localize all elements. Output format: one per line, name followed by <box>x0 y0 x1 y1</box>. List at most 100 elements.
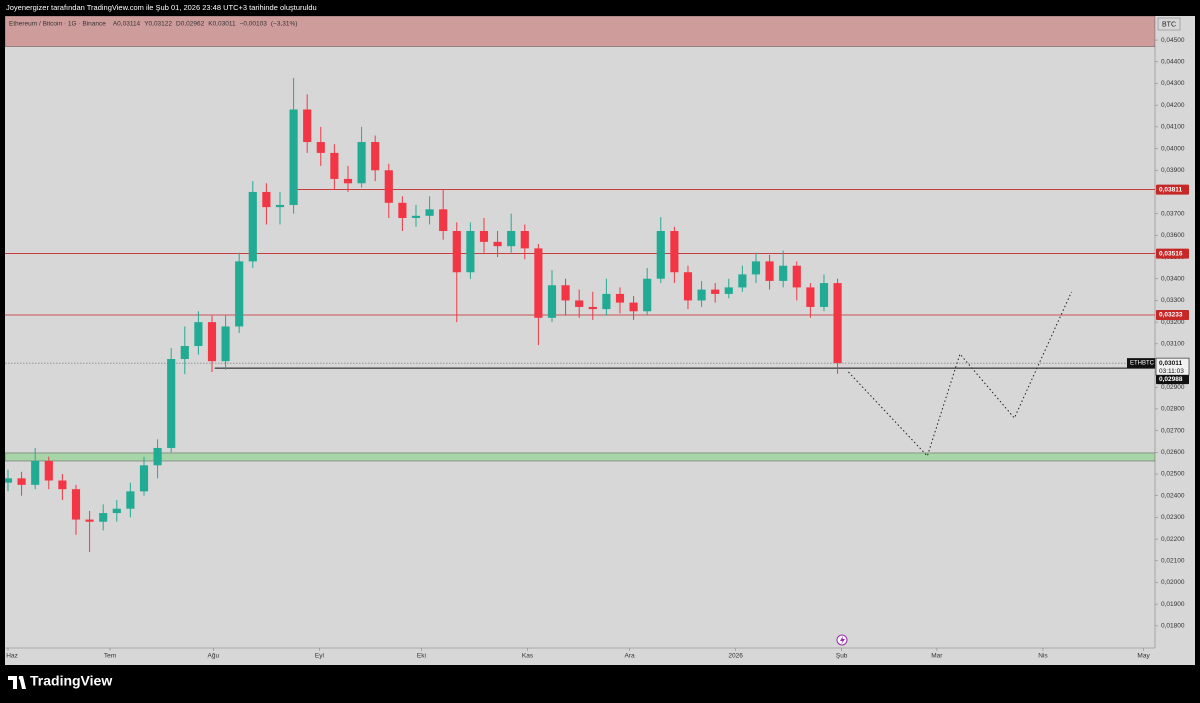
candle-body <box>5 478 13 483</box>
candle-body <box>819 283 829 307</box>
candle-body <box>547 285 557 318</box>
candle-body <box>194 322 203 346</box>
candle-body <box>452 231 461 273</box>
candle-body <box>479 231 489 242</box>
candle-body <box>792 265 801 288</box>
last-price-label: 0,03011 <box>1159 360 1183 367</box>
x-tick-label: Eki <box>417 653 426 660</box>
candle-body <box>507 231 516 247</box>
event-bolt <box>840 636 845 645</box>
legend-value: (−3,31%) <box>271 21 298 28</box>
candle-body <box>643 278 652 312</box>
x-tick-label: Eyl <box>315 653 325 660</box>
candle-body <box>207 322 217 362</box>
candle-body <box>398 202 407 218</box>
x-tick-label: Ağu <box>208 653 220 660</box>
candle-body <box>248 191 257 262</box>
y-tick-label: 0,01900 <box>1161 601 1185 608</box>
y-tick-label: 0,03700 <box>1161 210 1185 217</box>
plot-area <box>5 16 1155 553</box>
x-tick-label: May <box>1137 653 1150 660</box>
candle-body <box>724 287 733 294</box>
candle-body <box>167 359 176 448</box>
logo <box>8 676 26 689</box>
legend-value: A0,03114 <box>113 21 141 28</box>
legend-value: Y0,03122 <box>144 21 172 28</box>
x-tick-label: Haz <box>6 653 18 660</box>
zone <box>5 16 1155 47</box>
caption: Joyenergizer tarafından TradingView.com … <box>6 3 317 12</box>
brand: TradingView <box>30 673 112 689</box>
y-tick-label: 0,04200 <box>1161 102 1185 109</box>
candle-body <box>602 293 611 310</box>
legend-value: D0,02962 <box>176 21 205 28</box>
candle-body <box>806 287 815 307</box>
y-tick-label: 0,02000 <box>1161 579 1185 586</box>
candle-body <box>520 231 529 249</box>
candle-body <box>411 215 421 218</box>
symbol-title: Ethereum / Bitcoin · 1G · Binance <box>9 21 106 28</box>
symbol-label: ETHBTC <box>1130 361 1155 367</box>
y-tick-label: 0,02500 <box>1161 471 1185 478</box>
y-tick-label: 0,04500 <box>1161 37 1185 44</box>
candle-body <box>316 142 325 153</box>
candle-body <box>275 204 285 208</box>
candle-body <box>112 508 121 514</box>
candle-body <box>31 460 40 485</box>
x-tick-label: 2026 <box>728 653 743 660</box>
candle-body <box>139 465 149 492</box>
price-label: 0,03811 <box>1159 186 1183 193</box>
legend-value: K0,03011 <box>208 21 236 28</box>
x-tick-label: Ara <box>624 653 635 660</box>
candle-body <box>44 460 53 481</box>
y-tick-label: 0,03400 <box>1161 275 1185 282</box>
candle-body <box>765 261 774 281</box>
x-tick-label: Tem <box>104 653 116 660</box>
legend: Ethereum / Bitcoin · 1G · Binance <box>9 21 106 28</box>
zone <box>5 452 1155 462</box>
candle-body <box>425 209 434 216</box>
y-tick-label: 0,02100 <box>1161 558 1185 565</box>
y-tick-label: 0,04400 <box>1161 58 1185 65</box>
symbol-box <box>1127 358 1155 369</box>
candle-body <box>330 152 339 179</box>
candle-body <box>738 274 747 288</box>
logo-dot <box>18 676 23 680</box>
candle-body <box>588 306 597 310</box>
currency-box <box>1157 17 1181 31</box>
candle-body <box>235 261 244 327</box>
y-tick-label: 0,02900 <box>1161 384 1185 391</box>
y-tick-label: 0,04300 <box>1161 80 1185 87</box>
candle-body <box>71 489 81 520</box>
y-tick-label: 0,02700 <box>1161 427 1185 434</box>
y-tick-label: 0,03300 <box>1161 297 1185 304</box>
candle-body <box>99 513 108 522</box>
price-label-box <box>1156 184 1189 195</box>
x-tick-label: Mar <box>931 653 943 660</box>
candle-body <box>303 109 312 143</box>
candle-body <box>779 265 788 281</box>
axes: 0,01800 0,01900 0,02000 0,02100 0,02200 0,023… <box>6 37 1190 660</box>
candle-body <box>629 302 638 312</box>
candle-body <box>575 300 584 307</box>
candle-body <box>561 285 570 301</box>
candle-body <box>343 178 353 184</box>
y-tick-label: 0,03900 <box>1161 167 1185 174</box>
candle-body <box>58 480 67 490</box>
y-tick-label: 0,02600 <box>1161 449 1185 456</box>
chart-background <box>5 16 1195 665</box>
candle-body <box>262 191 271 208</box>
y-tick-label: 0,03600 <box>1161 232 1185 239</box>
candle-body <box>439 209 448 232</box>
legend-value: −0,00103 <box>240 21 268 28</box>
price-label: 0,03233 <box>1159 312 1183 319</box>
candle-body <box>466 231 475 273</box>
candle-body <box>683 272 693 301</box>
y-tick-label: 0,02300 <box>1161 514 1185 521</box>
y-tick-label: 0,04100 <box>1161 124 1185 131</box>
candle-body <box>670 231 679 273</box>
candle-body <box>615 293 625 303</box>
candle-body <box>833 283 842 364</box>
candle-body <box>85 519 94 522</box>
